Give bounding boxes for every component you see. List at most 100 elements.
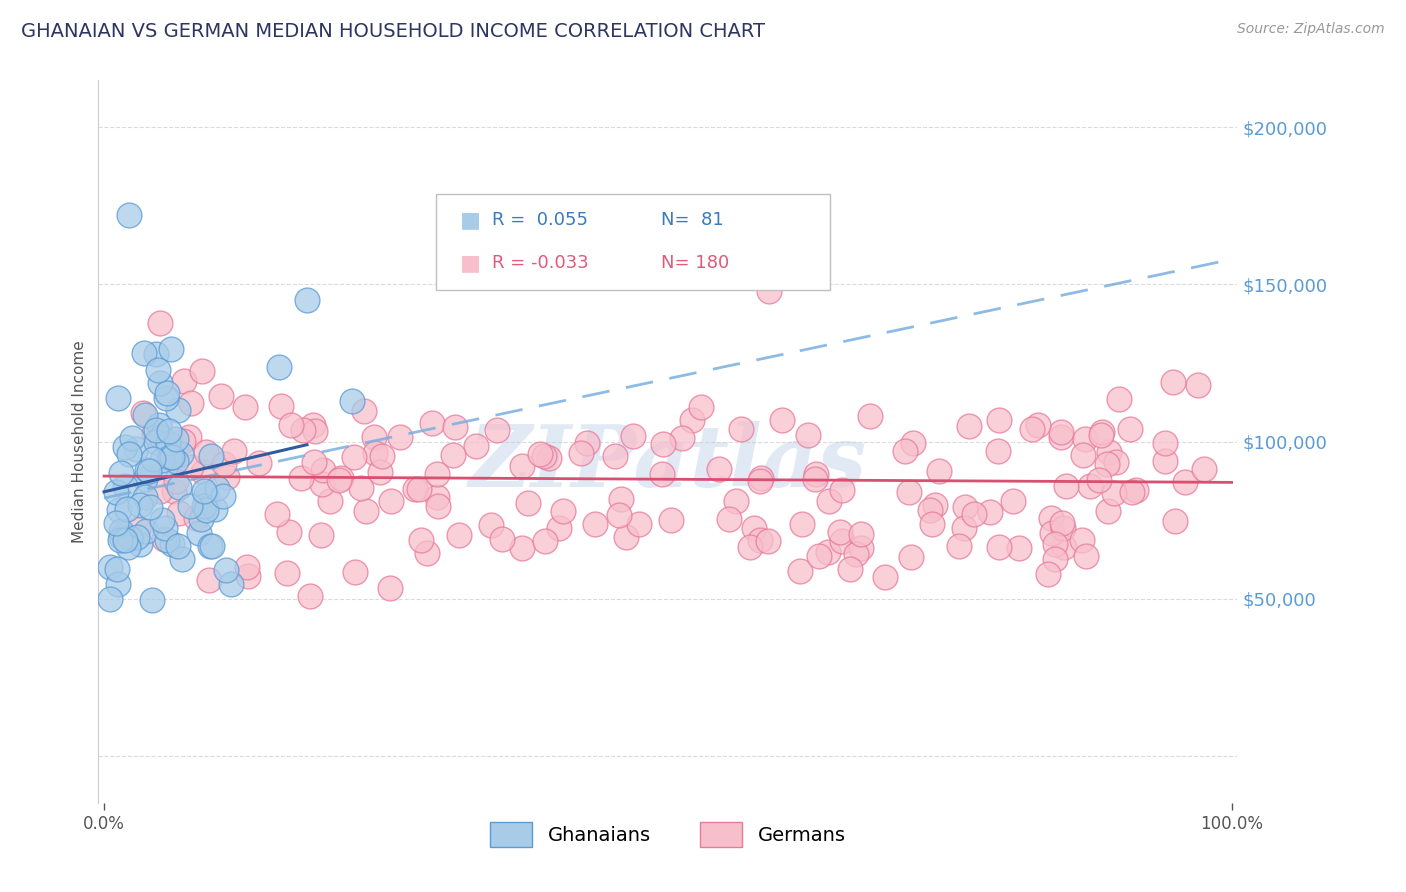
- Ghanaians: [155, 391, 177, 405]
- Ghanaians: [128, 498, 150, 512]
- Germans: [1054, 479, 1077, 493]
- Germans: [789, 564, 811, 578]
- Germans: [979, 505, 1001, 519]
- Germans: [510, 541, 533, 556]
- Germans: [569, 446, 592, 460]
- Ghanaians: [114, 478, 136, 492]
- Germans: [1050, 516, 1073, 531]
- Ghanaians: [194, 503, 217, 517]
- Germans: [217, 469, 239, 483]
- Germans: [1073, 432, 1095, 446]
- Germans: [748, 533, 770, 548]
- Germans: [830, 524, 852, 539]
- Ghanaians: [155, 458, 177, 473]
- Germans: [380, 582, 402, 596]
- Germans: [717, 512, 740, 526]
- Germans: [1098, 444, 1121, 458]
- Germans: [831, 483, 853, 497]
- Ghanaians: [159, 450, 181, 464]
- Germans: [1070, 533, 1092, 547]
- Germans: [770, 413, 793, 427]
- Germans: [444, 420, 467, 434]
- Ghanaians: [110, 530, 132, 544]
- Ghanaians: [145, 423, 167, 437]
- Germans: [1105, 455, 1128, 469]
- Germans: [659, 513, 682, 527]
- Germans: [651, 467, 673, 482]
- Ghanaians: [138, 464, 160, 478]
- Germans: [1076, 549, 1098, 563]
- Germans: [851, 541, 873, 556]
- Text: N=  81: N= 81: [661, 211, 724, 229]
- Germans: [465, 439, 488, 453]
- Germans: [548, 521, 571, 535]
- Ghanaians: [145, 347, 167, 361]
- Germans: [900, 550, 922, 565]
- Ghanaians: [166, 403, 188, 417]
- Germans: [1021, 422, 1043, 436]
- Germans: [621, 429, 644, 443]
- Germans: [928, 464, 950, 478]
- Germans: [149, 484, 172, 499]
- Germans: [180, 396, 202, 410]
- Germans: [180, 459, 202, 474]
- Germans: [491, 532, 513, 546]
- Ghanaians: [98, 559, 121, 574]
- Germans: [849, 527, 872, 541]
- Germans: [1104, 486, 1126, 500]
- Ghanaians: [115, 502, 138, 516]
- Germans: [1052, 521, 1074, 535]
- Germans: [953, 500, 976, 514]
- Germans: [371, 449, 394, 463]
- Germans: [957, 419, 980, 434]
- Germans: [479, 517, 502, 532]
- Germans: [222, 443, 245, 458]
- Germans: [236, 568, 259, 582]
- Germans: [270, 399, 292, 413]
- Ghanaians: [149, 430, 172, 444]
- Germans: [298, 589, 321, 603]
- Germans: [724, 494, 747, 508]
- Germans: [426, 490, 449, 504]
- Ghanaians: [118, 208, 141, 222]
- Ghanaians: [135, 524, 157, 539]
- Germans: [758, 284, 780, 298]
- Germans: [233, 400, 256, 414]
- Text: GHANAIAN VS GERMAN MEDIAN HOUSEHOLD INCOME CORRELATION CHART: GHANAIAN VS GERMAN MEDIAN HOUSEHOLD INCO…: [21, 22, 765, 41]
- Germans: [427, 500, 450, 514]
- Germans: [1091, 425, 1114, 439]
- Germans: [808, 549, 831, 563]
- Germans: [689, 400, 711, 414]
- Ghanaians: [204, 502, 226, 516]
- Ghanaians: [153, 521, 176, 535]
- Germans: [1039, 511, 1062, 525]
- Ghanaians: [160, 537, 183, 551]
- Germans: [343, 450, 366, 464]
- Ghanaians: [150, 513, 173, 527]
- Germans: [756, 533, 779, 548]
- Ghanaians: [167, 539, 190, 553]
- Germans: [1153, 454, 1175, 468]
- Germans: [363, 430, 385, 444]
- Germans: [898, 484, 921, 499]
- Ghanaians: [110, 466, 132, 480]
- Ghanaians: [172, 552, 194, 566]
- Germans: [354, 504, 377, 518]
- Germans: [797, 428, 820, 442]
- Ghanaians: [179, 500, 201, 514]
- Ghanaians: [146, 363, 169, 377]
- Ghanaians: [108, 503, 131, 517]
- Germans: [709, 462, 731, 476]
- Germans: [1125, 483, 1147, 497]
- Ghanaians: [98, 591, 121, 606]
- Germans: [408, 483, 430, 497]
- Germans: [1108, 392, 1130, 406]
- Germans: [380, 494, 402, 508]
- Ghanaians: [212, 489, 235, 503]
- Germans: [610, 491, 633, 506]
- Germans: [311, 476, 333, 491]
- Germans: [744, 521, 766, 535]
- Germans: [533, 533, 555, 548]
- Ghanaians: [200, 449, 222, 463]
- Germans: [1164, 514, 1187, 528]
